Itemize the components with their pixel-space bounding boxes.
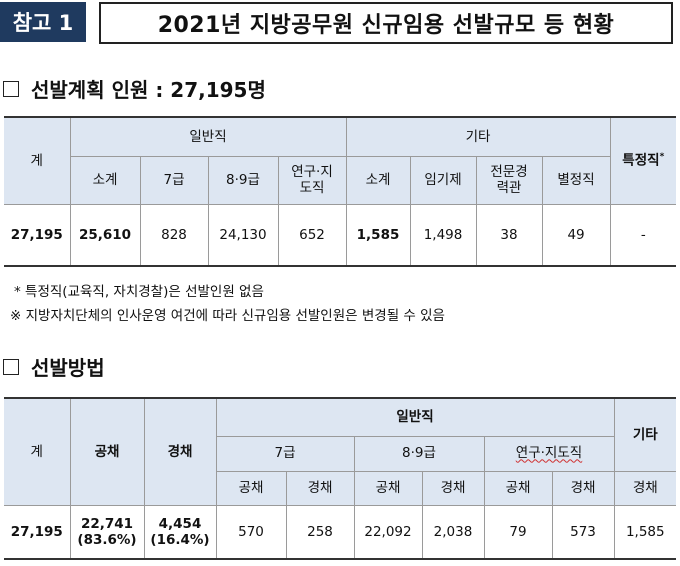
table-cell: - [609, 203, 677, 267]
reference-tag: 참고 1 [0, 2, 86, 42]
subheader: 연구·지도직 [277, 155, 347, 205]
table-cell: 573 [551, 504, 615, 560]
table-cell: 24,130 [207, 203, 279, 267]
header-general: 일반직 [69, 116, 347, 157]
table-cell: 1,585 [345, 203, 411, 267]
header-open: 공채 [69, 397, 145, 506]
method-header: 공채 [216, 470, 287, 506]
method-header: 경채 [613, 470, 677, 506]
subheader: 전문경력관 [475, 155, 543, 205]
table-cell: 49 [541, 203, 611, 267]
method-header: 경채 [285, 470, 355, 506]
method-table: 계 공채 경채 일반직 기타 7급 8·9급 연구·지도직 공채 경채 공채 경… [4, 397, 677, 560]
table-cell: 27,195 [4, 504, 71, 560]
subheader: 소계 [345, 155, 411, 205]
table-cell: 1,585 [613, 504, 677, 560]
header-total: 계 [4, 116, 71, 205]
grade-header: 8·9급 [353, 435, 485, 472]
table-cell: 22,092 [353, 504, 423, 560]
table-cell: 79 [483, 504, 553, 560]
header-special: 특정직* [609, 116, 677, 205]
method-header: 공채 [353, 470, 423, 506]
subheader: 소계 [70, 155, 141, 205]
grade-header: 7급 [216, 435, 355, 472]
header-general: 일반직 [215, 397, 615, 437]
footnote-special: * 특정직(교육직, 자치경찰)은 선발인원 없음 [14, 284, 264, 300]
table-cell: 828 [139, 203, 209, 267]
footnote-change: ※ 지방자치단체의 인사운영 여건에 따라 신규임용 선발인원은 변경될 수 있… [10, 308, 445, 324]
table-cell: 2,038 [421, 504, 485, 560]
table-cell: 25,610 [69, 203, 141, 267]
header-other: 기타 [613, 397, 677, 472]
table-cell: 27,195 [4, 203, 71, 267]
page-title: 2021년 지방공무원 신규임용 선발규모 등 현황 [99, 2, 673, 44]
table-cell: 1,498 [409, 203, 477, 267]
table-cell: 652 [277, 203, 347, 267]
square-bullet-icon [3, 80, 19, 97]
section-title: 선발방법 [31, 356, 105, 380]
table-cell: 38 [475, 203, 543, 267]
method-header: 경채 [551, 470, 615, 506]
subheader: 별정직 [541, 155, 611, 205]
square-bullet-icon [3, 358, 19, 375]
section-heading-plan: 선발계획 인원 : 27,195명 [3, 74, 266, 103]
table-cell: 570 [215, 504, 287, 560]
table-cell: 258 [285, 504, 355, 560]
section-heading-method: 선발방법 [3, 352, 105, 381]
subheader: 임기제 [409, 155, 477, 205]
header-other: 기타 [345, 116, 611, 157]
plan-table: 계 일반직 기타 특정직* 소계 7급 8·9급 연구·지도직 소계 임기제 전… [4, 116, 677, 267]
header-total: 계 [4, 397, 71, 506]
grade-header: 연구·지도직 [483, 435, 615, 472]
method-header: 경채 [421, 470, 485, 506]
subheader: 8·9급 [207, 155, 279, 205]
page-header: 참고 1 2021년 지방공무원 신규임용 선발규모 등 현황 [0, 2, 673, 44]
method-header: 공채 [483, 470, 553, 506]
header-career: 경채 [143, 397, 217, 506]
table-cell: 22,741 (83.6%) [69, 504, 145, 560]
section-title: 선발계획 인원 : 27,195명 [31, 78, 266, 102]
table-cell: 4,454 (16.4%) [143, 504, 217, 560]
subheader: 7급 [139, 155, 209, 205]
